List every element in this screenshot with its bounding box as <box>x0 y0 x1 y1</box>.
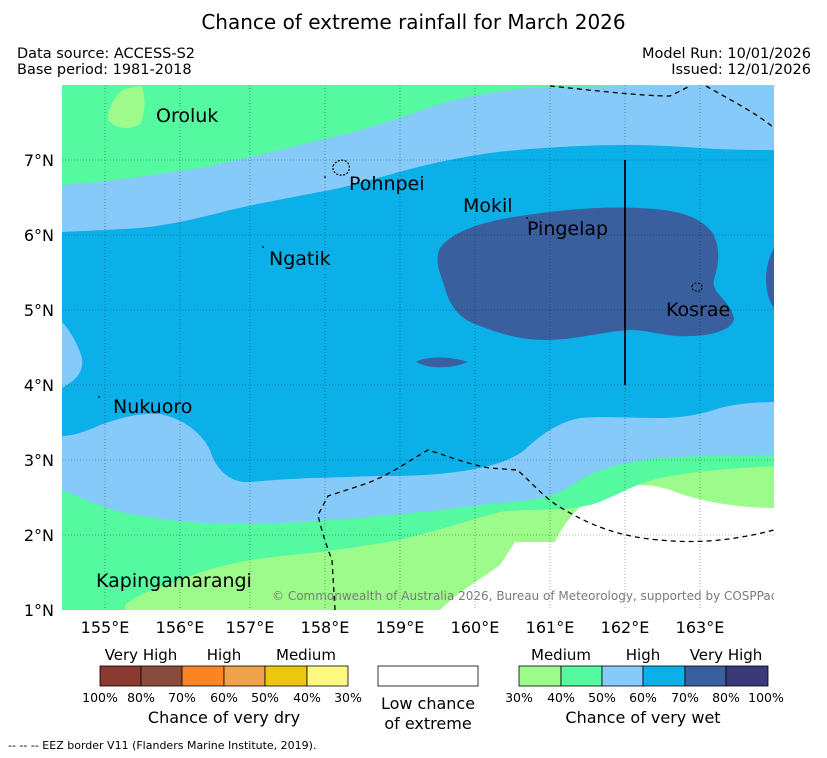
eez-footnote: -- -- -- EEZ border V11 (Flanders Marine… <box>8 739 317 752</box>
lon-label: 156°E <box>156 618 205 637</box>
legend-low-line2: of extreme <box>384 714 471 733</box>
copyright-notice: © Commonwealth of Australia 2026, Bureau… <box>272 589 777 603</box>
legend-wet-header: Very High <box>690 646 763 664</box>
zone-very-high <box>437 207 734 340</box>
kosrae-island <box>691 282 703 292</box>
lat-label: 5°N <box>24 301 54 320</box>
legend-dry-swatch <box>223 665 266 687</box>
legend-dry-swatch <box>264 665 308 687</box>
legend-dry-swatch <box>181 665 225 687</box>
lon-axis: 155°E 156°E 157°E 158°E 159°E 160°E 161°… <box>81 618 725 637</box>
lat-label: 3°N <box>24 451 54 470</box>
legend-dry-header: Very High <box>105 646 178 664</box>
legend-dry-tick: 100% <box>82 690 118 705</box>
legend-wet-header: Medium <box>531 646 591 664</box>
ngatik-atoll <box>262 246 264 248</box>
place-kapingamarangi: Kapingamarangi <box>96 570 252 592</box>
legend-wet-title: Chance of very wet <box>565 708 720 727</box>
data-source: Data source: ACCESS-S2 <box>17 46 196 62</box>
legend-dry: Very High High Medium 100% 80% 70% 60% 5… <box>82 646 362 727</box>
legend-wet-swatch <box>601 665 644 687</box>
lon-label: 161°E <box>526 618 575 637</box>
legend-dry-tick: 30% <box>334 690 362 705</box>
legend-wet-tick: 30% <box>505 690 533 705</box>
legend-dry-tick: 60% <box>210 690 238 705</box>
zone-medium-40-patch <box>108 86 145 129</box>
place-kosrae: Kosrae <box>666 299 730 321</box>
lat-label: 6°N <box>24 226 54 245</box>
lon-label: 158°E <box>301 618 350 637</box>
legend-wet-tick: 50% <box>588 690 616 705</box>
pingelap-atoll <box>526 217 528 219</box>
zone-high-60-west <box>62 322 83 388</box>
place-pingelap: Pingelap <box>527 218 608 240</box>
legend-wet: Medium High Very High 30% 40% 50% 60% 70… <box>505 646 784 727</box>
base-period: Base period: 1981-2018 <box>17 62 192 78</box>
lon-label: 163°E <box>676 618 725 637</box>
legend-wet-swatch <box>560 665 603 687</box>
legend-wet-swatch <box>684 665 727 687</box>
atoll-dot <box>324 176 326 178</box>
legend-wet-tick: 60% <box>629 690 657 705</box>
map-area: Oroluk Pohnpei Mokil Pingelap Ngatik Kos… <box>62 85 777 610</box>
legend-wet-tick: 70% <box>671 690 699 705</box>
legend-dry-tick: 70% <box>168 690 196 705</box>
legend-dry-header: High <box>207 646 241 664</box>
place-pohnpei: Pohnpei <box>349 173 425 195</box>
lat-label: 4°N <box>24 376 54 395</box>
place-ngatik: Ngatik <box>269 248 331 270</box>
lon-label: 157°E <box>226 618 275 637</box>
lat-axis: 7°N 6°N 5°N 4°N 3°N 2°N 1°N <box>24 151 54 620</box>
eez-borders <box>317 85 774 610</box>
legend-dry-title: Chance of very dry <box>148 708 300 727</box>
legend-dry-tick: 80% <box>127 690 155 705</box>
legend-dry-header: Medium <box>276 646 336 664</box>
zone-very-high-spot <box>416 357 468 368</box>
legend-wet-swatch <box>642 665 686 687</box>
legend-dry-swatch <box>99 665 142 687</box>
legend-dry-tick: 50% <box>251 690 279 705</box>
run-info: Model Run: 10/01/2026 Issued: 12/01/2026 <box>642 46 811 78</box>
place-mokil: Mokil <box>463 195 513 217</box>
lon-label: 155°E <box>81 618 130 637</box>
lat-label: 1°N <box>24 601 54 620</box>
chart-title: Chance of extreme rainfall for March 202… <box>201 10 626 34</box>
legend-dry-swatch <box>306 665 349 687</box>
lon-label: 159°E <box>376 618 425 637</box>
model-run: Model Run: 10/01/2026 <box>641 46 811 62</box>
source-info: Data source: ACCESS-S2 Base period: 1981… <box>17 46 195 78</box>
lat-label: 2°N <box>24 526 54 545</box>
legend-wet-tick: 80% <box>712 690 740 705</box>
legend-wet-tick: 100% <box>748 690 784 705</box>
legend-wet-header: High <box>626 646 660 664</box>
legend-low: Low chance of extreme <box>377 665 479 733</box>
legend-wet-swatch <box>518 665 562 687</box>
issued-date: Issued: 12/01/2026 <box>671 62 811 78</box>
legend-dry-tick: 40% <box>293 690 321 705</box>
pohnpei-island <box>332 159 350 176</box>
lat-label: 7°N <box>24 151 54 170</box>
nukuoro-atoll <box>98 396 100 398</box>
legend-low-swatch <box>377 665 479 687</box>
lon-label: 162°E <box>601 618 650 637</box>
place-oroluk: Oroluk <box>156 105 218 127</box>
legend-wet-tick: 40% <box>547 690 575 705</box>
zone-very-high-east <box>766 248 774 308</box>
lon-label: 160°E <box>451 618 500 637</box>
place-nukuoro: Nukuoro <box>113 396 192 418</box>
legend-dry-swatch <box>140 665 183 687</box>
legend-low-line1: Low chance <box>381 694 475 713</box>
legend-wet-swatch <box>725 665 769 687</box>
